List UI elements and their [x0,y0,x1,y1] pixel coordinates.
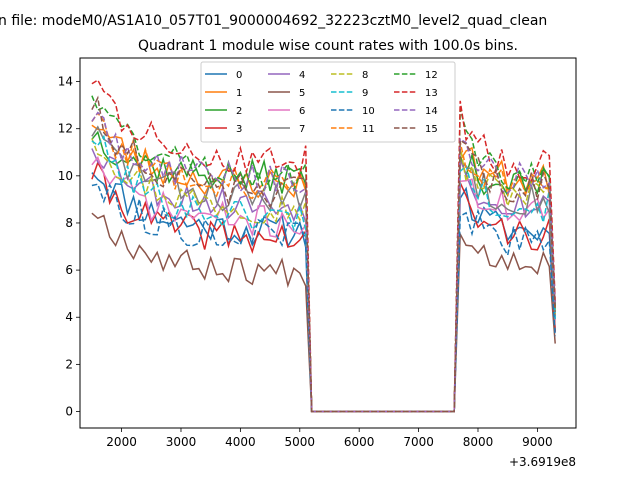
y-tick-label: 10 [58,169,73,183]
series-line-13 [91,79,556,413]
legend-label-2: 2 [236,106,242,117]
legend-label-12: 12 [425,70,438,81]
legend-label-6: 6 [299,106,305,117]
series-line-9 [91,134,556,413]
series-line-10 [91,183,556,413]
x-offset-label: +3.6919e8 [509,455,576,469]
x-tick-label: 9000 [522,435,553,449]
legend-label-5: 5 [299,88,305,99]
series-line-11 [91,111,556,413]
legend-label-7: 7 [299,124,305,135]
x-axis: 2000 3000 4000 5000 6000 7000 8000 9000 [106,428,553,449]
x-tick-label: 8000 [463,435,494,449]
legend-label-11: 11 [362,124,375,135]
plot-frame [79,57,577,429]
series-line-3 [91,160,556,413]
chart-suptitle: n file: modeM0/AS1A10_057T01_9000004692_… [0,13,547,29]
y-tick-label: 12 [58,122,73,136]
y-tick-label: 0 [65,405,73,419]
series-line-12 [91,95,556,413]
x-tick-label: 7000 [403,435,434,449]
y-tick-label: 6 [65,263,73,277]
series-line-2 [91,130,556,413]
legend-label-3: 3 [236,124,242,135]
legend-label-4: 4 [299,70,305,81]
y-tick-label: 14 [58,75,73,89]
series-line-6 [91,156,556,413]
series-layer [91,79,556,413]
legend-label-14: 14 [425,106,438,117]
x-tick-label: 2000 [106,435,137,449]
y-axis: 0 2 4 6 8 10 12 14 [58,75,80,419]
legend-label-10: 10 [362,106,375,117]
x-tick-label: 3000 [166,435,197,449]
legend-label-15: 15 [425,124,438,135]
x-tick-label: 6000 [344,435,375,449]
series-line-5 [91,212,556,413]
legend-frame [200,61,456,143]
x-tick-label: 5000 [285,435,316,449]
chart-title: Quadrant 1 module wise count rates with … [138,38,518,54]
legend-label-0: 0 [236,70,242,81]
series-line-0 [91,172,556,413]
y-tick-label: 4 [65,310,73,324]
series-line-14 [91,111,556,413]
series-line-4 [91,148,556,413]
legend-label-8: 8 [362,70,368,81]
x-tick-label: 4000 [225,435,256,449]
y-tick-label: 8 [65,216,73,230]
legend-label-13: 13 [425,88,438,99]
legend-label-9: 9 [362,88,368,99]
legend-label-1: 1 [236,88,242,99]
y-tick-label: 2 [65,357,73,371]
series-line-7 [91,125,556,413]
series-line-15 [91,95,556,413]
